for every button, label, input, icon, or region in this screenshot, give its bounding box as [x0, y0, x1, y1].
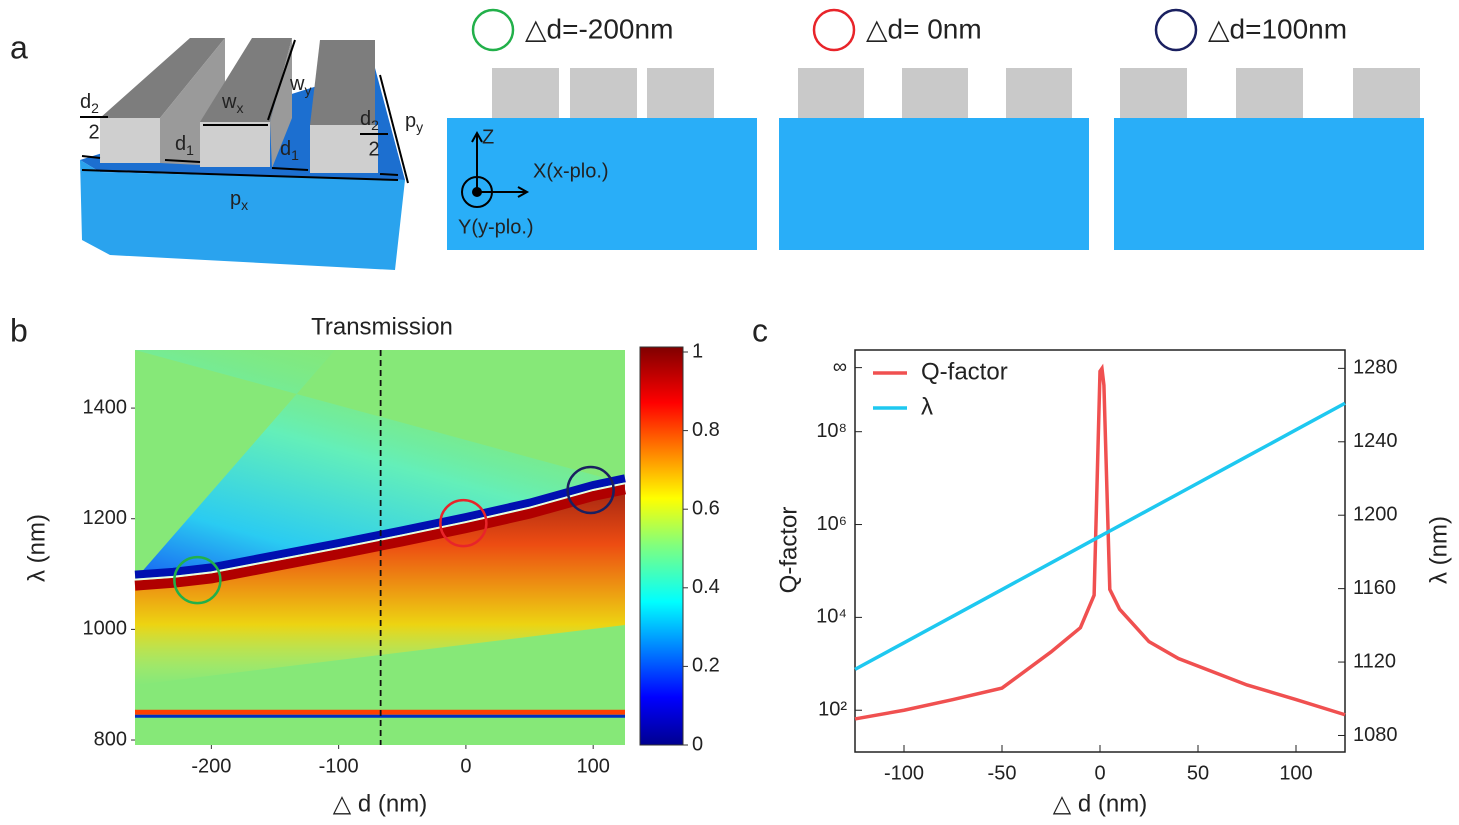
x-tick-label: -200	[191, 755, 231, 777]
fraction-numerator: d2	[80, 91, 99, 115]
y-tick-label: 10⁴	[816, 606, 847, 628]
panel-a-shapes	[80, 38, 1424, 270]
marker	[173, 555, 222, 605]
y-axis-title: λ (nm)	[23, 514, 50, 582]
line-series	[854, 363, 1346, 721]
colorbar-tick-label: 1	[692, 340, 703, 362]
line-series	[854, 401, 1346, 671]
y-tick-label: 1000	[83, 618, 128, 640]
y-tick-label: 10⁶	[817, 513, 847, 535]
colorbar-tick-label: 0.2	[692, 655, 720, 677]
label-base: p	[405, 110, 416, 132]
marker	[566, 465, 615, 515]
x-tick-label: -100	[884, 762, 924, 784]
y-axis-title: Q-factor	[775, 507, 802, 594]
x-tick-label: 100	[576, 755, 609, 777]
condition-label: △d= 0nm	[866, 13, 982, 44]
axis-label: Y(y-plo.)	[458, 216, 534, 238]
marker	[439, 498, 488, 548]
label-sub: 2	[91, 100, 99, 116]
dimension-label: py	[405, 110, 423, 134]
x-tick-label: -100	[319, 755, 359, 777]
colorbar-tick-label: 0.6	[692, 497, 720, 519]
y2-tick-label: 1200	[1353, 503, 1398, 525]
x-tick-label: 0	[460, 755, 471, 777]
panel-label: b	[10, 312, 28, 348]
x-axis-title: △ d (nm)	[333, 790, 427, 817]
label-sub: 2	[371, 117, 379, 133]
label-base: w	[289, 73, 305, 95]
condition-label: △d=-200nm	[525, 13, 673, 44]
x-tick-label: 100	[1279, 762, 1312, 784]
y2-axis-title: λ (nm)	[1425, 516, 1452, 584]
x-axis-title: △ d (nm)	[1053, 790, 1147, 817]
dimension-label: px	[230, 188, 248, 212]
label-base: d	[80, 91, 91, 113]
fraction-denominator: 2	[368, 138, 379, 160]
y-tick-label: 800	[94, 728, 127, 750]
x-tick-label: 0	[1094, 762, 1105, 784]
dimension-label: d1	[175, 133, 194, 157]
chart-title: Transmission	[311, 313, 453, 340]
y2-tick-label: 1080	[1353, 724, 1398, 746]
y-tick-label: 1400	[83, 396, 128, 418]
condition-marker	[1154, 8, 1198, 52]
axis-label: X(x-plo.)	[533, 160, 609, 182]
y2-tick-label: 1280	[1353, 357, 1398, 379]
resonance-shade	[134, 474, 626, 579]
label-sub: 1	[291, 147, 299, 163]
label-base: w	[221, 91, 237, 113]
fraction-denominator: 2	[88, 121, 99, 143]
y-tick-label: 10⁸	[816, 420, 847, 442]
label-sub: 1	[186, 142, 194, 158]
dimension-label: wy	[289, 73, 311, 97]
fraction-numerator: d2	[360, 108, 379, 132]
x-tick-label: -50	[988, 762, 1017, 784]
colorbar	[639, 346, 684, 746]
condition-marker	[471, 8, 515, 52]
condition-marker	[812, 8, 856, 52]
y2-tick-label: 1160	[1353, 577, 1396, 599]
legend-label: λ	[921, 393, 933, 420]
x-tick-label: 50	[1187, 762, 1209, 784]
panel-label: c	[752, 312, 768, 348]
colorbar-tick-label: 0.8	[692, 419, 720, 441]
resonance-shade	[134, 484, 627, 591]
condition-label: △d=100nm	[1208, 13, 1347, 44]
legend-label: Q-factor	[921, 358, 1008, 385]
label-sub: y	[304, 82, 311, 98]
label-base: d	[360, 108, 371, 130]
y2-tick-label: 1240	[1353, 430, 1398, 452]
label-base: p	[230, 188, 241, 210]
y2-tick-label: 1120	[1353, 650, 1396, 672]
y-tick-label: 10²	[818, 699, 847, 721]
label-sub: x	[236, 100, 243, 116]
resonance	[134, 482, 626, 581]
label-sub: y	[416, 119, 423, 135]
colorbar-tick-label: 0	[692, 733, 703, 755]
y-tick-label: 1200	[83, 507, 128, 529]
colorbar-tick-label: 0.4	[692, 576, 720, 598]
dimension-label: d1	[280, 138, 299, 162]
label-sub: x	[241, 197, 248, 213]
label-base: d	[175, 133, 186, 155]
label-base: d	[280, 138, 291, 160]
dimension-label: wx	[221, 91, 243, 115]
y-tick-label: ∞	[833, 356, 847, 378]
panel-label: a	[10, 29, 28, 65]
axis-label: Z	[482, 126, 494, 148]
